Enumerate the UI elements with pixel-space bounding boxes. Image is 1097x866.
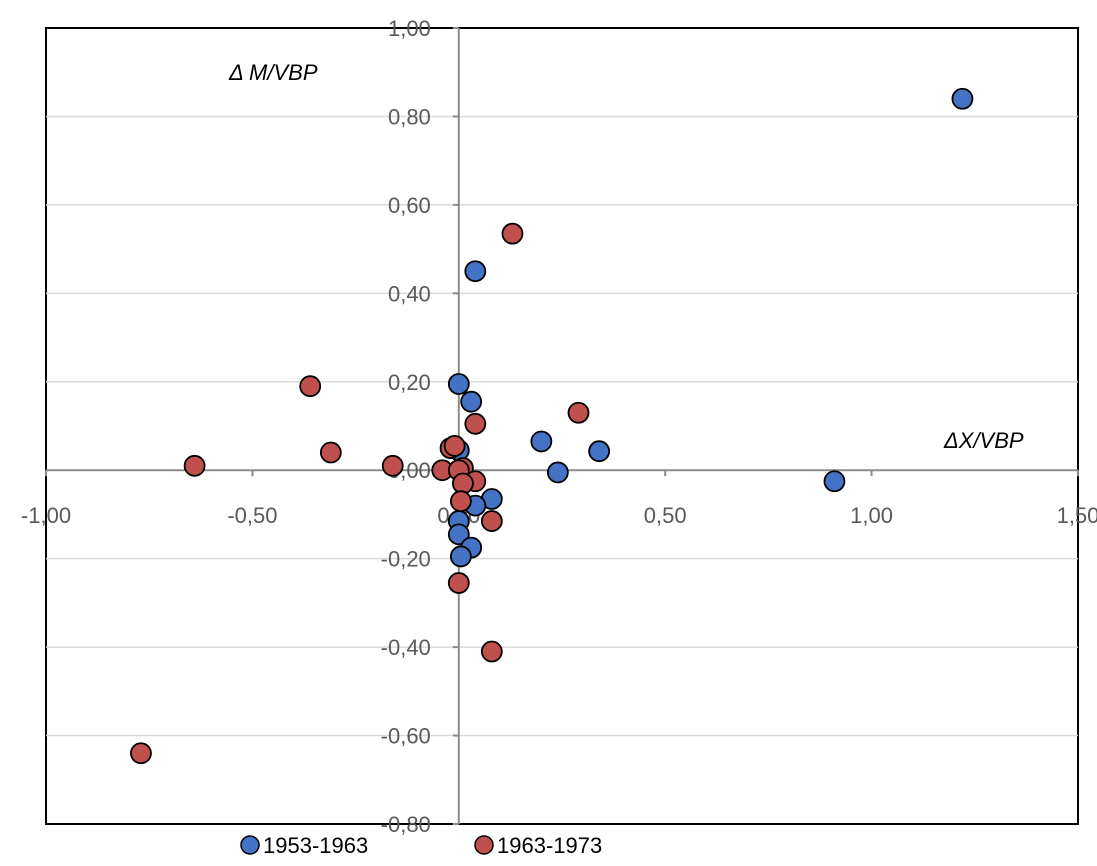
y-tick-label: 1,00 [388,16,431,41]
legend: 1953-1963 1963-1973 [240,833,602,858]
point-series2-18 [480,640,503,663]
x-axis-title: ΔX/VBP [943,428,1024,453]
y-tick-label: -0,80 [381,812,431,837]
gridlines [46,115,1078,737]
data-points [130,87,974,765]
point-series2-0 [130,742,152,765]
x-tick-label: 1,00 [850,503,893,528]
x-tick-label: -0,50 [227,503,277,528]
point-series2-6 [567,401,590,424]
y-tick-label: 0,40 [388,281,431,306]
y-tick-label: 0,20 [388,370,431,395]
axes [45,27,1079,825]
point-series2-15 [449,490,472,513]
legend-label-2: 1963-1973 [497,833,602,858]
point-series1-0 [951,87,974,110]
y-tick-label: 0,60 [388,193,431,218]
point-series1-3 [546,461,569,484]
point-series1-12 [447,523,470,546]
point-series1-5 [464,260,487,283]
point-series1-7 [460,390,483,413]
y-tick-label: 0,80 [388,104,431,129]
point-series2-9 [443,434,466,457]
tick-labels: -1,00-0,500,000,501,001,501,000,800,600,… [21,16,1097,837]
point-series2-3 [319,441,342,464]
point-series1-2 [588,440,611,463]
point-series2-1 [183,454,206,477]
y-tick-label: -0,40 [381,635,431,660]
legend-label-1: 1953-1963 [263,833,368,858]
point-series1-14 [449,545,472,568]
point-series2-4 [381,454,404,477]
point-series1-6 [447,373,470,395]
point-series2-7 [464,412,487,435]
legend-marker-2 [474,835,494,855]
x-tick-label: -1,00 [21,503,71,528]
point-series2-16 [480,510,503,532]
plot-area-border [45,27,1079,825]
point-series2-2 [299,375,322,398]
point-series1-1 [823,470,846,493]
legend-marker-1 [240,835,260,855]
point-series2-17 [447,572,470,594]
point-series1-4 [530,430,553,453]
x-tick-label: 1,50 [1057,503,1097,528]
y-tick-label: -0,60 [381,724,431,749]
y-axis-title: Δ M/VBP [228,60,318,85]
y-tick-label: -0,20 [381,547,431,572]
point-series2-5 [501,222,524,245]
x-tick-label: 0,50 [644,503,687,528]
